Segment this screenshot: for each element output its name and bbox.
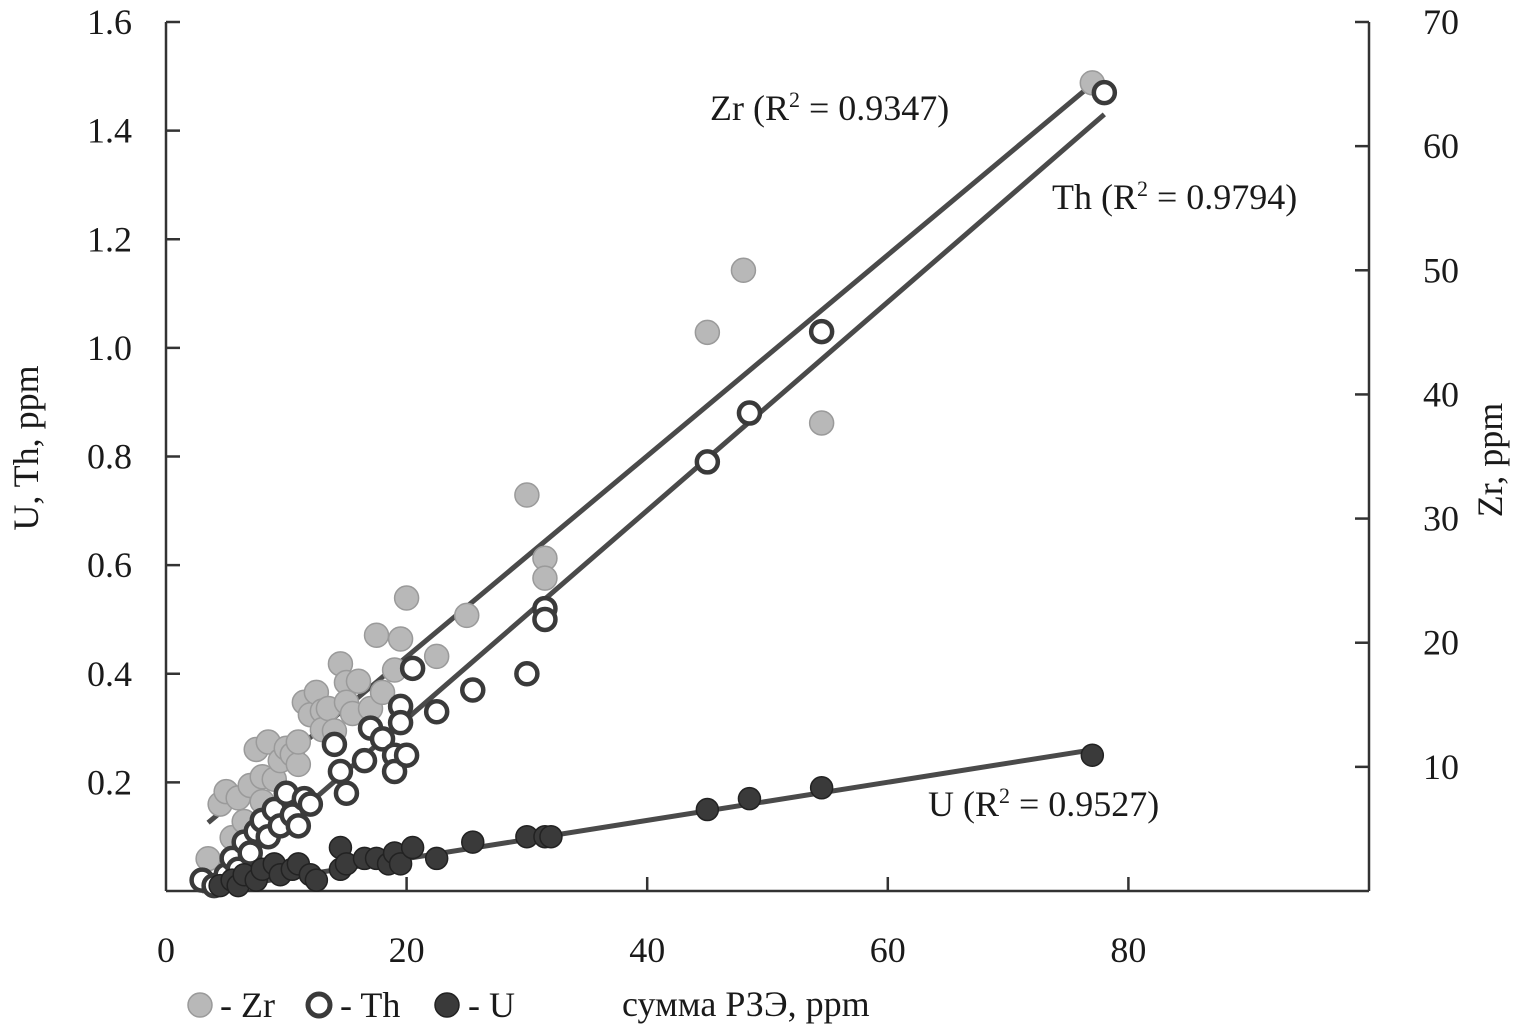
th-point bbox=[736, 400, 763, 426]
trendline-label-th: Th (R2 = 0.9794) bbox=[1052, 176, 1297, 217]
y-left-tick-label: 1.0 bbox=[87, 328, 132, 368]
y-left-tick-label: 0.4 bbox=[87, 654, 132, 694]
legend-th-label: - Th bbox=[340, 985, 400, 1025]
y-right-tick-label: 10 bbox=[1423, 747, 1459, 787]
th-point bbox=[387, 709, 414, 736]
th-point bbox=[369, 726, 396, 752]
y-right-tick-label: 70 bbox=[1423, 2, 1459, 42]
y-left-tick-label: 1.6 bbox=[87, 2, 132, 42]
th-point bbox=[694, 449, 721, 475]
y-right-tick-label: 50 bbox=[1423, 250, 1459, 290]
series-th bbox=[189, 79, 1118, 899]
x-tick-label: 60 bbox=[870, 930, 906, 970]
u-point bbox=[400, 835, 425, 860]
u-point bbox=[539, 824, 563, 849]
axes: 0.2 0.4 0.6 0.8 1.0 1.2 1.4 1.6 10 20 30 40 50 60 70 0 2… bbox=[87, 2, 1459, 970]
x-tick-label: 0 bbox=[157, 930, 175, 970]
zr-point bbox=[387, 626, 414, 652]
zr-point bbox=[345, 668, 372, 694]
legend-zr-label: - Zr bbox=[220, 985, 275, 1025]
zr-point bbox=[730, 257, 757, 284]
series-zr bbox=[195, 70, 1106, 872]
th-point bbox=[514, 661, 540, 687]
y-axis-right-label: Zr, ppm bbox=[1470, 403, 1510, 518]
u-point bbox=[695, 797, 720, 822]
u-point bbox=[388, 852, 413, 876]
u-point bbox=[424, 846, 449, 871]
x-tick-label: 20 bbox=[389, 930, 425, 970]
trendline-label-zr: Zr (R2 = 0.9347) bbox=[710, 87, 949, 128]
th-point bbox=[460, 677, 486, 703]
th-point bbox=[1091, 79, 1118, 106]
data-markers bbox=[189, 70, 1118, 899]
y-right-tick-label: 40 bbox=[1423, 374, 1459, 414]
zr-point bbox=[285, 729, 312, 755]
th-point bbox=[351, 747, 378, 774]
th-point bbox=[333, 780, 360, 806]
x-tick-label: 40 bbox=[629, 930, 665, 970]
y-left-tick-label: 0.8 bbox=[87, 437, 132, 477]
zr-point bbox=[514, 482, 540, 508]
th-point bbox=[381, 758, 408, 785]
y-left-tick-label: 1.4 bbox=[87, 111, 132, 151]
u-point bbox=[461, 830, 485, 854]
legend-u-label: - U bbox=[468, 985, 515, 1025]
y-left-tick-label: 0.2 bbox=[87, 762, 132, 802]
series-u bbox=[208, 743, 1105, 898]
legend: - Zr - Th - U bbox=[187, 985, 515, 1025]
th-point bbox=[327, 758, 354, 785]
zr-point bbox=[694, 319, 721, 346]
zr-point bbox=[285, 751, 312, 778]
legend-th-marker bbox=[305, 991, 333, 1019]
u-point bbox=[809, 776, 834, 800]
y-right-tick-label: 60 bbox=[1423, 126, 1459, 166]
zr-point bbox=[393, 585, 420, 611]
y-axis-left-label: U, Th, ppm bbox=[6, 365, 46, 530]
zr-point bbox=[532, 565, 558, 591]
legend-zr-marker bbox=[187, 992, 213, 1018]
y-right-tick-label: 30 bbox=[1423, 499, 1459, 539]
u-point bbox=[304, 868, 329, 892]
u-point bbox=[1080, 743, 1105, 767]
x-axis-label: сумма РЗЭ, ppm bbox=[622, 984, 870, 1024]
trendline-label-u: U (R2 = 0.9527) bbox=[928, 783, 1159, 824]
th-point bbox=[393, 742, 420, 768]
zr-point bbox=[808, 410, 835, 436]
y-right-tick-label: 20 bbox=[1423, 623, 1459, 663]
th-point bbox=[532, 606, 558, 633]
zr-point bbox=[369, 679, 396, 706]
th-point bbox=[808, 318, 835, 345]
zr-point bbox=[363, 622, 390, 649]
th-point bbox=[423, 699, 450, 725]
zr-point bbox=[423, 643, 450, 670]
legend-u-marker bbox=[434, 992, 460, 1018]
th-point bbox=[285, 813, 312, 839]
th-point bbox=[297, 791, 324, 817]
u-point bbox=[737, 786, 762, 811]
y-left-tick-label: 1.2 bbox=[87, 219, 132, 259]
x-tick-label: 80 bbox=[1110, 930, 1146, 970]
th-point bbox=[399, 655, 426, 682]
y-left-tick-label: 0.6 bbox=[87, 545, 132, 585]
zr-point bbox=[454, 602, 480, 629]
th-point bbox=[321, 731, 348, 758]
